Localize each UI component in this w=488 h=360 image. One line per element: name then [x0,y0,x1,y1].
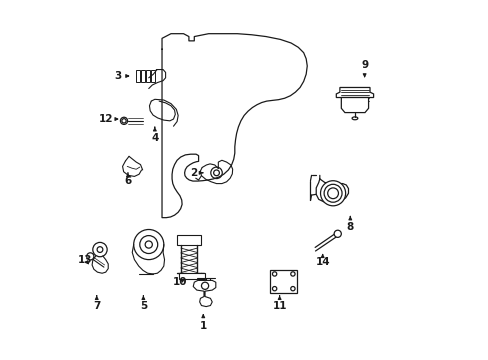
Text: 3: 3 [114,71,128,81]
Circle shape [133,229,163,260]
Bar [151,69,155,82]
Text: 11: 11 [272,296,286,311]
Bar [179,273,205,279]
Bar [136,69,140,82]
Circle shape [86,253,94,260]
Text: 10: 10 [172,277,187,287]
Bar [177,234,201,244]
Text: 5: 5 [140,296,147,311]
Text: 7: 7 [93,296,100,311]
Text: 1: 1 [199,315,206,331]
Circle shape [320,181,345,206]
Circle shape [120,117,127,125]
Text: 2: 2 [189,168,203,178]
Text: 4: 4 [151,127,158,143]
Circle shape [333,230,341,237]
Polygon shape [336,87,373,98]
Polygon shape [193,280,215,307]
Polygon shape [341,98,368,113]
Text: 12: 12 [99,114,118,124]
Text: 6: 6 [124,173,131,186]
Text: 9: 9 [360,60,367,77]
Bar [141,69,145,82]
Circle shape [93,242,107,257]
Text: 8: 8 [346,217,353,232]
Bar [270,270,297,293]
Bar [146,69,150,82]
Text: 13: 13 [78,255,92,265]
Text: 14: 14 [315,255,329,267]
Circle shape [122,119,126,123]
